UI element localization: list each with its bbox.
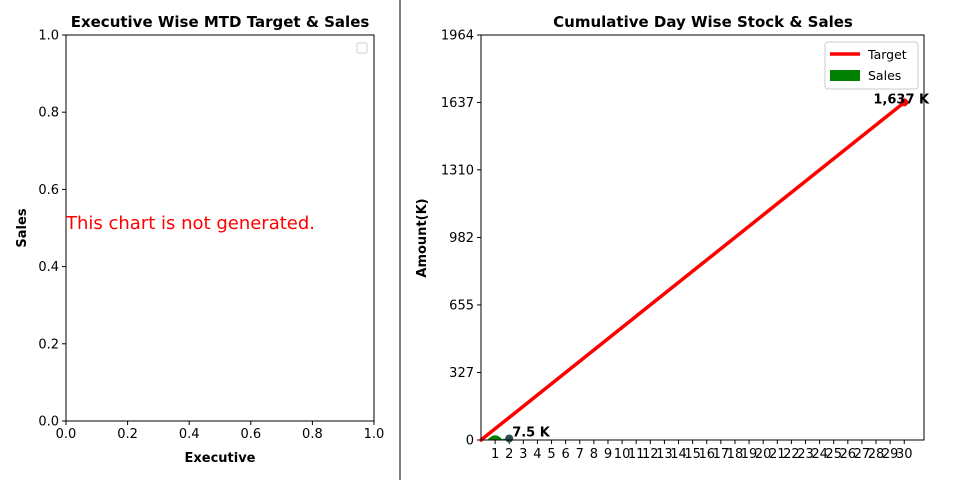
right-ytick-label: 1964 [441,29,474,44]
left-xaxis-label: Executive [184,451,255,466]
left-chart-message: This chart is not generated. [65,213,315,234]
right-xtick-label: 13 [656,447,673,462]
right-xtick-label: 21 [769,447,786,462]
left-ytick-label: 0.2 [38,337,59,352]
right-xtick-label: 12 [642,447,659,462]
right-xtick-label: 5 [547,447,555,462]
right-xtick-label: 1 [491,447,499,462]
right-xtick-label: 3 [519,447,527,462]
right-xtick-label: 29 [882,447,899,462]
left-xtick-label: 0.8 [302,427,323,442]
right-xtick-label: 2 [505,447,513,462]
left-legend-box [356,42,368,54]
legend-target-label: Target [867,47,907,62]
left-xtick-label: 0.0 [56,427,77,442]
left-xtick-label: 0.2 [117,427,138,442]
legend-sales-swatch [830,70,860,81]
right-xtick-label: 26 [840,447,857,462]
right-xtick-label: 16 [698,447,715,462]
right-xtick-label: 10 [614,447,631,462]
left-xtick-label: 0.4 [179,427,200,442]
right-xtick-label: 8 [590,447,598,462]
legend-sales-label: Sales [868,68,901,83]
left-yaxis-label: Sales [15,208,30,247]
right-yaxis-label: Amount(K) [415,198,430,277]
right-xtick-label: 22 [783,447,800,462]
left-ytick-label: 0.4 [38,260,59,275]
right-xtick-label: 7 [576,447,584,462]
left-chart-title: Executive Wise MTD Target & Sales [71,13,370,31]
right-xtick-label: 17 [713,447,730,462]
left-plot-frame [65,34,375,422]
right-legend: Target Sales [824,41,919,90]
right-xtick-label: 18 [727,447,744,462]
right-ytick-label: 0 [466,434,474,449]
right-xtick-label: 9 [604,447,612,462]
right-xtick-label: 20 [755,447,772,462]
right-xtick-label: 14 [670,447,687,462]
right-ytick-label: 327 [449,366,474,381]
left-ytick-label: 0.0 [38,415,59,430]
left-xtick-label: 0.6 [240,427,261,442]
right-ticks: 1 2 3 4 5 6 7 8 9 1011121314151617181920212223242… [441,29,913,463]
target-data-label: 1,637 K [873,92,930,107]
left-ytick-label: 1.0 [38,29,59,44]
target-marker [900,98,909,107]
right-series: 7.5 K 1,637 K [479,92,930,443]
right-xtick-label: 6 [562,447,570,462]
right-xtick-label: 28 [868,447,885,462]
right-chart-title: Cumulative Day Wise Stock & Sales [553,13,853,31]
right-xtick-label: 11 [628,447,645,462]
sales-data-label: 7.5 K [512,425,551,440]
right-xtick-label: 27 [854,447,871,462]
sales-area [487,435,503,440]
right-ytick-label: 982 [449,231,474,246]
right-xtick-label: 24 [811,447,828,462]
left-chart: Executive Wise MTD Target & Sales 0.0 0.2… [15,13,384,466]
right-xtick-label: 30 [896,447,913,462]
left-ytick-label: 0.6 [38,183,59,198]
target-line [479,100,906,442]
right-xtick-label: 15 [684,447,701,462]
right-xtick-label: 19 [741,447,758,462]
right-ytick-label: 1310 [441,163,474,178]
left-xtick-label: 1.0 [364,427,385,442]
left-ticks: 0.0 0.2 0.4 0.6 0.8 1.0 0.0 0.2 0.4 0.6 0.8 1.0 [38,29,384,443]
left-ytick-label: 0.8 [38,106,59,121]
right-ytick-label: 655 [449,298,474,313]
right-xtick-label: 25 [825,447,842,462]
right-ytick-label: 1637 [441,96,474,111]
right-plot-frame [480,34,925,441]
right-xtick-label: 23 [797,447,814,462]
right-xtick-label: 4 [533,447,541,462]
